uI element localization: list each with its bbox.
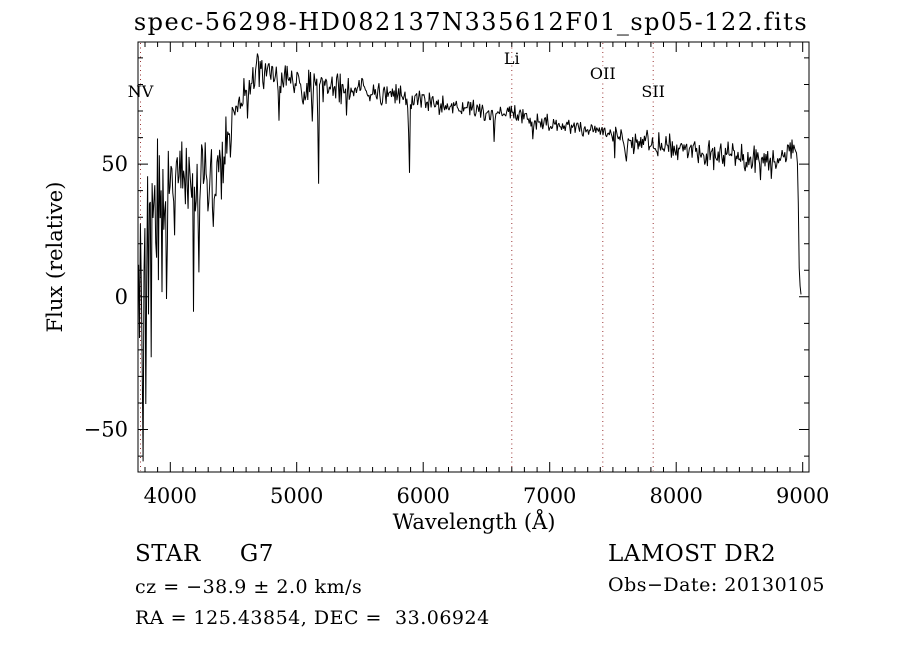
x-tick-label: 5000 xyxy=(270,484,323,508)
y-axis-label: Flux (relative) xyxy=(43,182,67,333)
spectral-line-markers xyxy=(140,43,654,471)
obs-date-label: Obs−Date: 20130105 xyxy=(608,574,825,596)
ra-dec-label: RA = 125.43854, DEC = 33.06924 xyxy=(135,607,490,629)
figure-title: spec-56298-HD082137N335612F01_sp05-122.f… xyxy=(133,8,809,36)
spectral-line-label: SII xyxy=(641,82,665,101)
x-tick-label: 4000 xyxy=(144,484,197,508)
spectrum-trace xyxy=(138,53,802,462)
x-tick-label: 7000 xyxy=(523,484,576,508)
spectral-line-label: OII xyxy=(590,64,616,83)
y-tick-label: 0 xyxy=(115,285,128,309)
spectral-line-label: Li xyxy=(504,49,520,68)
y-tick-label: 50 xyxy=(101,152,128,176)
y-tick-labels: −50 0 50 xyxy=(84,152,128,441)
y-tick-label: −50 xyxy=(84,418,128,442)
x-tick-label: 8000 xyxy=(649,484,702,508)
spectral-line-label: NV xyxy=(128,82,154,101)
survey-release-label: LAMOST DR2 xyxy=(608,541,777,567)
spectrum-plot: NV Li OII SII 4000 5000 6000 7000 8000 9000 −50 0 50… xyxy=(43,41,830,534)
x-tick-label: 9000 xyxy=(776,484,829,508)
x-axis-label: Wavelength (Å) xyxy=(393,509,556,534)
x-tick-labels: 4000 5000 6000 7000 8000 9000 xyxy=(144,484,830,508)
plot-frame-and-ticks xyxy=(137,41,810,473)
x-tick-label: 6000 xyxy=(396,484,449,508)
object-class-label: STAR G7 xyxy=(135,541,274,567)
radial-velocity-label: cz = −38.9 ± 2.0 km/s xyxy=(135,576,363,598)
spectral-line-labels: NV Li OII SII xyxy=(126,48,666,103)
